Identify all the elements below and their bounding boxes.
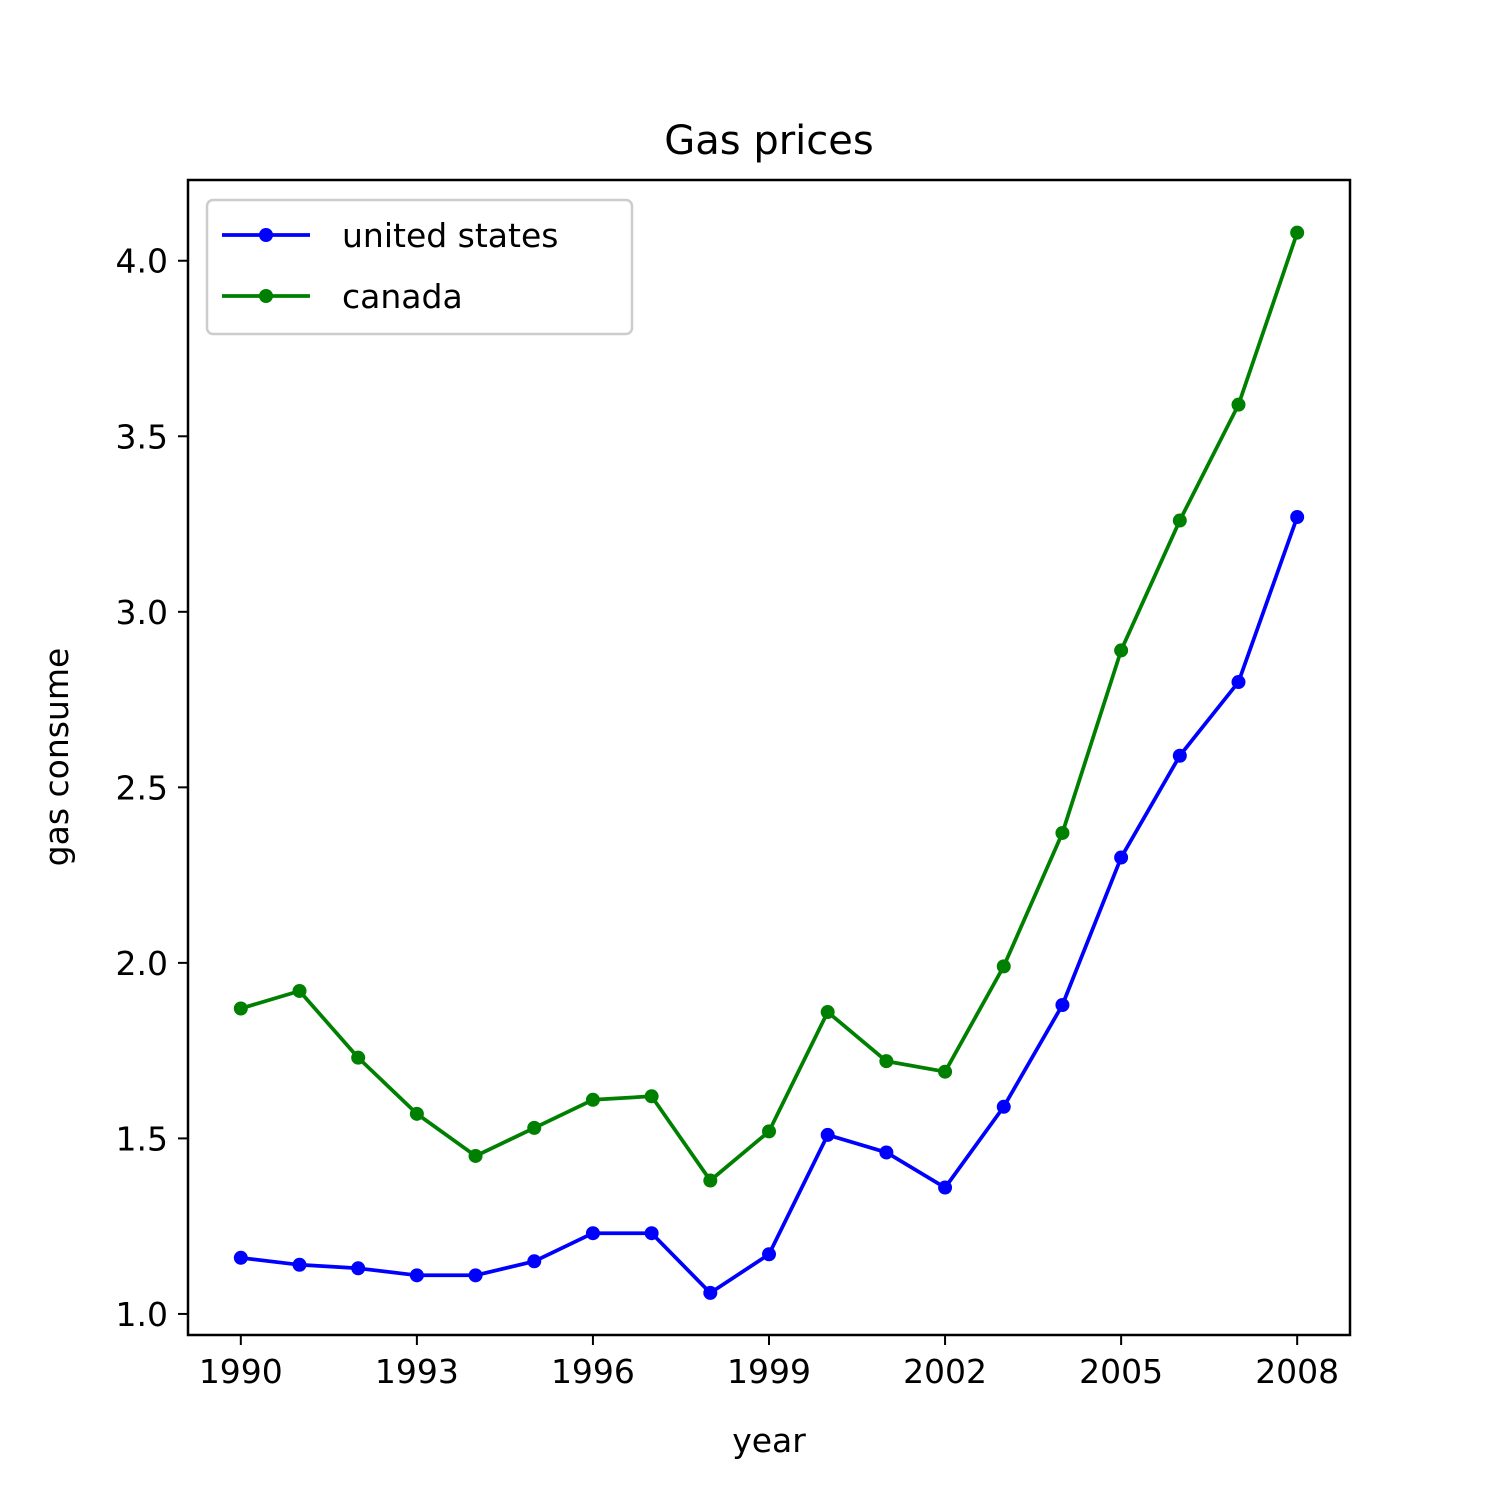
- x-tick-label: 1990: [199, 1352, 283, 1391]
- y-tick-label: 4.0: [116, 242, 168, 281]
- y-tick-label: 1.5: [116, 1119, 168, 1158]
- data-point-united-states: [644, 1226, 659, 1241]
- data-point-canada: [1290, 225, 1305, 240]
- legend-items: united states canada: [222, 216, 558, 316]
- data-point-canada: [644, 1089, 659, 1104]
- legend-label-canada: canada: [342, 277, 463, 316]
- data-point-united-states: [1172, 748, 1187, 763]
- data-point-canada: [820, 1005, 835, 1020]
- x-tick-label: 2008: [1255, 1352, 1339, 1391]
- data-point-united-states: [703, 1285, 718, 1300]
- legend-marker-canada: [259, 289, 273, 303]
- data-point-united-states: [351, 1261, 366, 1276]
- data-point-united-states: [996, 1099, 1011, 1114]
- data-point-united-states: [879, 1145, 894, 1160]
- data-point-united-states: [292, 1257, 307, 1272]
- data-point-canada: [1231, 397, 1246, 412]
- data-point-canada: [879, 1054, 894, 1069]
- data-point-united-states: [1055, 998, 1070, 1012]
- data-point-canada: [292, 983, 307, 998]
- data-point-canada: [585, 1092, 600, 1107]
- y-tick-label: 3.5: [116, 417, 168, 456]
- y-tick-label: 2.0: [116, 944, 168, 983]
- data-point-canada: [409, 1106, 424, 1121]
- data-point-canada: [938, 1064, 953, 1079]
- y-tick-label: 3.0: [116, 593, 168, 632]
- x-tick-label: 2002: [903, 1352, 987, 1391]
- data-point-canada: [762, 1124, 776, 1139]
- data-point-united-states: [585, 1226, 600, 1241]
- data-point-canada: [527, 1120, 542, 1135]
- data-point-united-states: [233, 1250, 248, 1265]
- data-point-canada: [351, 1050, 366, 1065]
- legend-marker-united-states: [259, 228, 273, 242]
- data-point-united-states: [468, 1268, 483, 1283]
- y-tick-label: 2.5: [116, 768, 168, 807]
- ticks-layer: 1990 1993 1996 1999 2002 2005 2008 1.0 1.5 2.0 2.5…: [116, 242, 1340, 1391]
- x-tick-label: 1999: [727, 1352, 811, 1391]
- series-layer: [233, 225, 1305, 1300]
- plot-frame: [186, 178, 1352, 1337]
- legend-box: [205, 198, 634, 336]
- legend: united states canada: [205, 198, 634, 336]
- data-point-canada: [996, 959, 1011, 974]
- y-tick-label: 1.0: [116, 1295, 168, 1334]
- x-tick-label: 1993: [375, 1352, 459, 1391]
- x-tick-label: 1996: [551, 1352, 635, 1391]
- data-point-united-states: [762, 1247, 776, 1262]
- data-point-united-states: [938, 1180, 953, 1195]
- y-axis-label: gas consume: [37, 648, 76, 867]
- data-point-united-states: [409, 1268, 424, 1283]
- data-point-canada: [233, 1001, 248, 1016]
- data-point-united-states: [1290, 510, 1305, 525]
- data-point-canada: [1172, 513, 1187, 528]
- data-point-united-states: [527, 1254, 542, 1269]
- data-point-canada: [1055, 825, 1070, 840]
- chart-title: Gas prices: [664, 118, 873, 164]
- data-point-united-states: [1231, 675, 1246, 690]
- data-point-united-states: [1114, 850, 1129, 865]
- data-point-canada: [703, 1173, 718, 1188]
- legend-label-united-states: united states: [342, 216, 558, 255]
- data-point-canada: [1114, 643, 1129, 658]
- data-point-united-states: [820, 1127, 835, 1142]
- x-axis-label: year: [732, 1421, 806, 1460]
- x-tick-label: 2005: [1079, 1352, 1163, 1391]
- data-point-canada: [468, 1148, 483, 1163]
